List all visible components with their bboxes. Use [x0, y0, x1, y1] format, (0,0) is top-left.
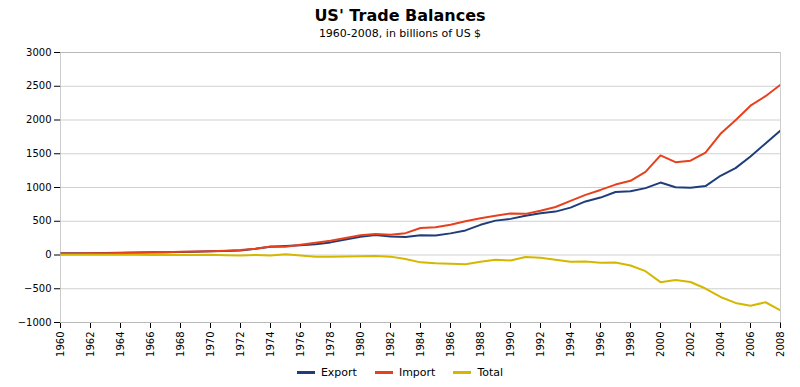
- svg-text:1962: 1962: [85, 332, 96, 357]
- html-text:1960-2008, in billions of US $: 1960-2008, in billions of US $: [318, 27, 482, 40]
- svg-text:1500: 1500: [26, 148, 51, 159]
- svg-text:2002: 2002: [685, 332, 696, 357]
- svg-text:500: 500: [32, 215, 51, 226]
- svg-text:1000: 1000: [26, 182, 51, 193]
- svg-text:1970: 1970: [205, 332, 216, 357]
- svg-text:2008: 2008: [775, 332, 786, 357]
- svg-text:1986: 1986: [445, 332, 456, 357]
- html-text:Import: Import: [398, 366, 436, 379]
- svg-text:2006: 2006: [745, 332, 756, 357]
- svg-text:2000: 2000: [655, 332, 666, 357]
- html-text:US' Trade Balances: US' Trade Balances: [314, 6, 486, 25]
- svg-text:1988: 1988: [475, 332, 486, 357]
- svg-text:2000: 2000: [26, 114, 51, 125]
- svg-text:1980: 1980: [355, 332, 366, 357]
- svg-text:1966: 1966: [145, 332, 156, 357]
- svg-text:1974: 1974: [265, 332, 276, 357]
- svg-text:1996: 1996: [595, 332, 606, 357]
- html-text:Export: Export: [320, 366, 357, 379]
- svg-text:2500: 2500: [26, 80, 51, 91]
- svg-text:1984: 1984: [415, 332, 426, 357]
- svg-text:1972: 1972: [235, 332, 246, 357]
- svg-text:−500: −500: [24, 283, 51, 294]
- svg-text:3000: 3000: [26, 47, 51, 58]
- svg-text:1960: 1960: [55, 332, 66, 357]
- svg-text:1982: 1982: [385, 332, 396, 357]
- svg-text:1978: 1978: [325, 332, 336, 357]
- html-text:Total: Total: [477, 366, 504, 379]
- svg-text:1994: 1994: [565, 332, 576, 357]
- svg-text:−1000: −1000: [18, 317, 52, 328]
- svg-text:1990: 1990: [505, 332, 516, 357]
- svg-text:1976: 1976: [295, 332, 306, 357]
- svg-text:2004: 2004: [715, 332, 726, 357]
- svg-text:0: 0: [45, 249, 51, 260]
- svg-text:1998: 1998: [625, 332, 636, 357]
- svg-text:1992: 1992: [535, 332, 546, 357]
- svg-text:1964: 1964: [115, 332, 126, 357]
- svg-text:1968: 1968: [175, 332, 186, 357]
